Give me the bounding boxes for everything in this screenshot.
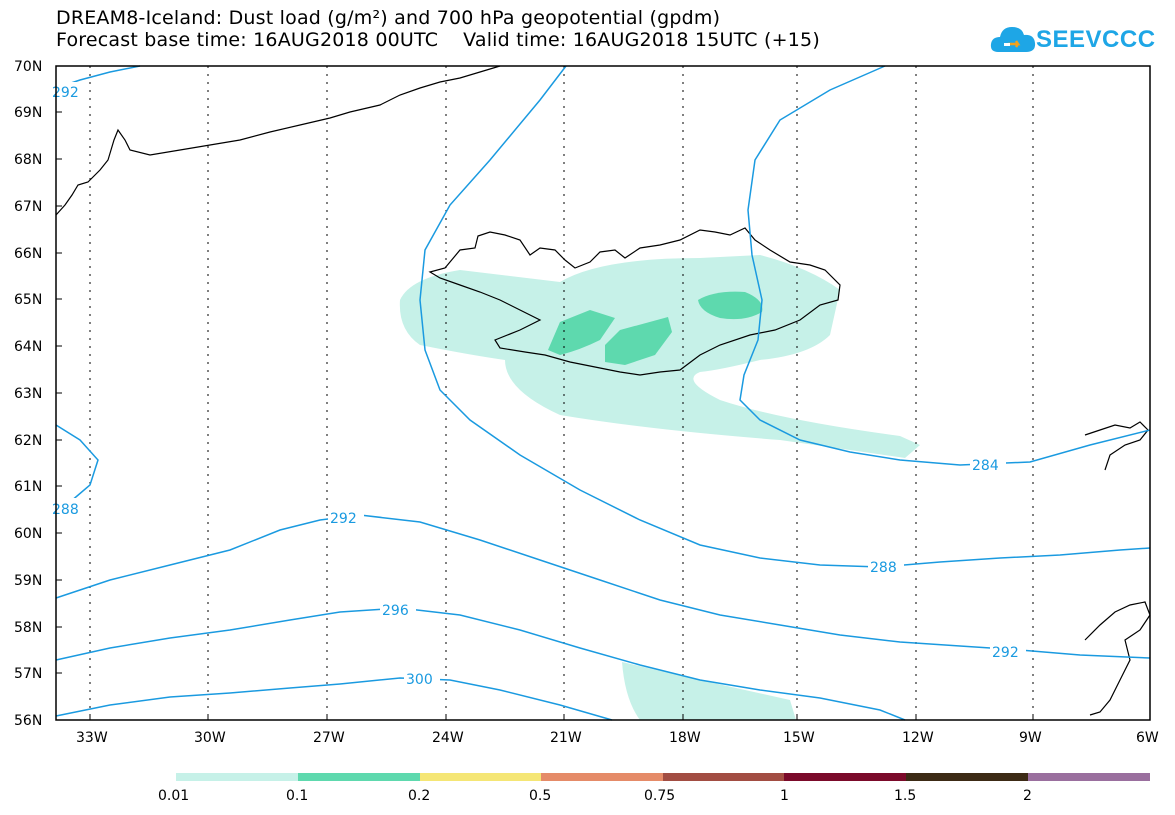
legend-label: 0.5 <box>529 788 551 804</box>
iceland-coastline <box>428 227 841 376</box>
lat-tick-label: 70N <box>14 59 42 75</box>
map-title: DREAM8-Iceland: Dust load (g/m²) and 700… <box>56 7 721 29</box>
lat-tick-label: 59N <box>14 573 42 589</box>
lat-tick-label: 56N <box>14 713 42 729</box>
legend-swatch <box>541 773 663 781</box>
legend-label: 0.1 <box>286 788 308 804</box>
latitude-labels: 70N 69N 68N 67N 66N 65N 64N 63N 62N 61N … <box>14 59 42 729</box>
faroe-norway-coast <box>1084 421 1149 471</box>
legend-swatch <box>176 773 298 781</box>
dust-area-medium-1 <box>548 310 615 355</box>
legend-swatch <box>298 773 420 781</box>
contour-296 <box>55 607 906 721</box>
map-subtitle-times: Forecast base time: 16AUG2018 00UTC Vali… <box>56 29 820 51</box>
lon-tick-label: 24W <box>432 730 464 746</box>
lat-tick-label: 58N <box>14 620 42 636</box>
legend-label: 0.01 <box>158 788 189 804</box>
lon-tick-label: 9W <box>1019 730 1042 746</box>
lat-tick-label: 63N <box>14 386 42 402</box>
lat-tick-label: 65N <box>14 292 42 308</box>
scotland-coastline <box>1084 601 1151 716</box>
lat-tick-label: 66N <box>14 246 42 262</box>
contour-label: 288 <box>870 560 897 576</box>
lon-tick-label: 27W <box>313 730 345 746</box>
logo-text: SEEVCCC <box>1036 26 1156 53</box>
contour-label: 292 <box>992 645 1019 661</box>
lon-tick-label: 6W <box>1136 730 1159 746</box>
grid-lines <box>89 66 1034 720</box>
cloud-logo-icon <box>990 27 1036 52</box>
axis-ticks <box>56 65 1034 721</box>
lon-tick-label: 12W <box>902 730 934 746</box>
lat-tick-label: 62N <box>14 433 42 449</box>
lat-tick-label: 68N <box>14 152 42 168</box>
contour-label: 300 <box>406 672 433 688</box>
contour-300 <box>55 677 613 721</box>
greenland-coastline <box>55 65 501 216</box>
contour-292-mid <box>55 514 1151 659</box>
contour-label: 292 <box>52 85 79 101</box>
dust-area-light-south <box>622 662 796 720</box>
legend-swatch <box>906 773 1028 781</box>
contour-labels: 292 288 292 296 300 284 288 292 <box>50 82 1026 688</box>
lat-tick-label: 64N <box>14 339 42 355</box>
legend-swatch <box>784 773 906 781</box>
contour-label: 284 <box>972 458 999 474</box>
lat-tick-label: 69N <box>14 105 42 121</box>
coastlines <box>55 65 1151 716</box>
dust-area-light <box>399 255 920 458</box>
longitude-labels: 33W 30W 27W 24W 21W 18W 15W 12W 9W 6W <box>76 730 1159 746</box>
lon-tick-label: 18W <box>669 730 701 746</box>
seevccc-logo: SEEVCCC <box>990 20 1155 60</box>
lon-tick-label: 15W <box>783 730 815 746</box>
contour-label: 292 <box>330 511 357 527</box>
legend-swatch <box>420 773 541 781</box>
lat-tick-label: 67N <box>14 199 42 215</box>
legend-colorbar: 0.01 0.1 0.2 0.5 0.75 1 1.5 2 <box>158 773 1150 804</box>
lon-tick-label: 30W <box>194 730 226 746</box>
dust-area-medium-3 <box>698 291 763 320</box>
legend-label: 1 <box>780 788 789 804</box>
contour-label: 288 <box>52 502 79 518</box>
contour-288-northwest <box>419 65 1151 568</box>
lon-tick-label: 33W <box>76 730 108 746</box>
legend-label: 2 <box>1023 788 1032 804</box>
contour-288-west <box>55 424 99 503</box>
legend-swatch <box>1028 773 1150 781</box>
lat-tick-label: 60N <box>14 526 42 542</box>
contour-label: 296 <box>382 603 409 619</box>
legend-label: 0.2 <box>408 788 430 804</box>
lat-tick-label: 57N <box>14 666 42 682</box>
dust-area-medium-2 <box>605 317 672 365</box>
dust-shading <box>399 255 920 720</box>
lat-tick-label: 61N <box>14 479 42 495</box>
contour-284-east <box>739 65 1151 466</box>
legend-label: 1.5 <box>894 788 916 804</box>
lon-tick-label: 21W <box>550 730 582 746</box>
legend-swatch <box>663 773 784 781</box>
legend-label: 0.75 <box>644 788 675 804</box>
